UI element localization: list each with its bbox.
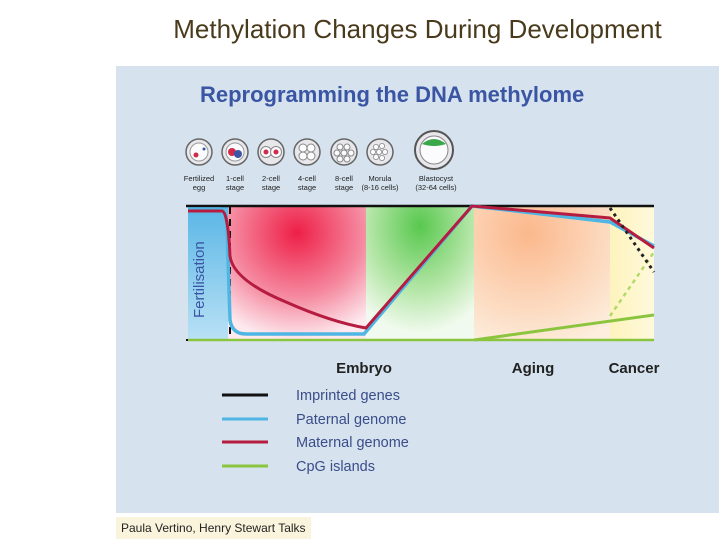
stage-label-line1: 8-cell	[335, 174, 353, 183]
legend-label: Paternal genome	[296, 412, 406, 428]
early-embryo-region	[228, 206, 366, 340]
stage-label-line2: stage	[262, 183, 280, 192]
figure-panel: Reprogramming the DNA methylome	[116, 66, 719, 513]
stage-label-line2: (8-16 cells)	[361, 183, 399, 192]
stage-label-line1: Blastocyst	[419, 174, 454, 183]
stage-icon-fertilized-egg	[185, 138, 213, 166]
stage-icon-4-cell	[293, 138, 321, 166]
imprinted-genes-cancer-curve	[608, 207, 656, 273]
methylome-diagram: Fertilized egg 1-cell stage 2-cell stage…	[184, 130, 660, 475]
stage-label-line2: (32-64 cells)	[415, 183, 457, 192]
legend: Imprinted genes Paternal genome Maternal…	[222, 388, 409, 475]
stage-label-line1: 4-cell	[298, 174, 316, 183]
figure-title: Reprogramming the DNA methylome	[200, 82, 585, 107]
cpg-islands-curve	[473, 313, 655, 342]
stage-label-line2: stage	[298, 183, 316, 192]
phase-label-aging: Aging	[512, 360, 555, 377]
legend-label: Maternal genome	[296, 435, 409, 451]
stage-label-line1: 1-cell	[226, 174, 244, 183]
legend-label: CpG islands	[296, 459, 375, 475]
maternal-genome-curve	[188, 204, 655, 330]
stage-icon-2-cell	[257, 138, 285, 166]
phase-label-cancer: Cancer	[609, 360, 660, 377]
stage-label-line2: egg	[193, 183, 206, 192]
stage-label-line1: Fertilized	[184, 174, 214, 183]
stage-label-line2: stage	[335, 183, 353, 192]
stage-labels: Fertilized egg 1-cell stage 2-cell stage…	[184, 174, 457, 192]
fertilisation-region	[188, 206, 228, 340]
phase-regions	[188, 206, 654, 340]
phase-label-embryo: Embryo	[336, 360, 392, 377]
slide-title: Methylation Changes During Development	[173, 14, 662, 44]
late-embryo-region	[366, 206, 474, 340]
stage-label-line1: 2-cell	[262, 174, 280, 183]
stage-label-line2: stage	[226, 183, 244, 192]
stage-icon-blastocyst	[414, 130, 454, 170]
credit-caption: Paula Vertino, Henry Stewart Talks	[116, 517, 311, 539]
fertilisation-label: Fertilisation	[191, 241, 208, 318]
legend-label: Imprinted genes	[296, 388, 400, 404]
stage-icon-8-cell	[330, 138, 358, 166]
stage-label-line1: Morula	[369, 174, 393, 183]
stage-icon-morula	[366, 138, 394, 166]
stage-icon-1-cell	[221, 138, 249, 166]
aging-region	[474, 206, 610, 340]
